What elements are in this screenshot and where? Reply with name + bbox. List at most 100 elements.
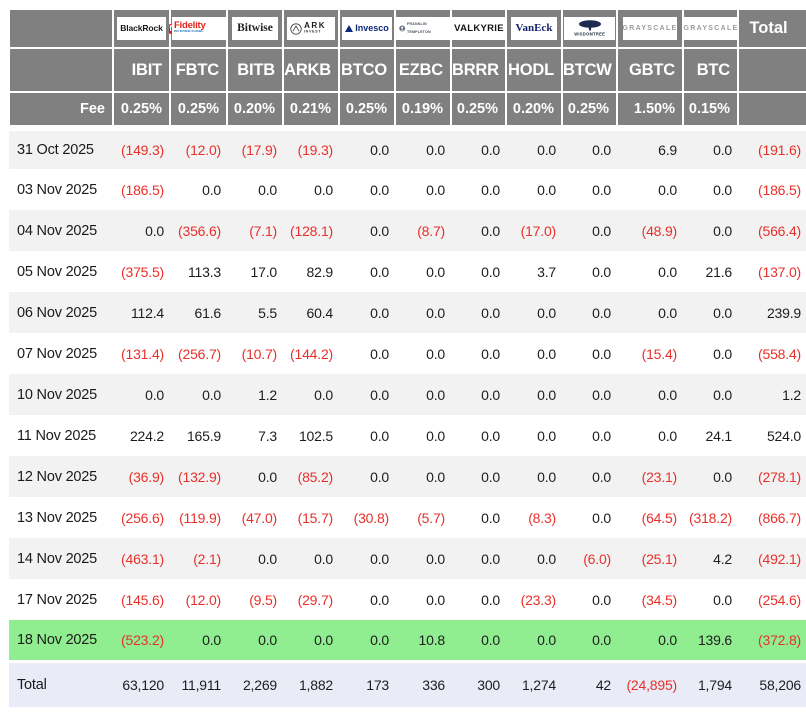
row-label: 11 Nov 2025: [17, 427, 96, 444]
value-cell: 1.2: [258, 386, 277, 403]
value-cell: 4.2: [713, 550, 732, 567]
row-label: 07 Nov 2025: [17, 345, 98, 362]
value-cell: 0.0: [713, 142, 732, 158]
row-total-cell: (372.8): [758, 631, 801, 648]
value-cell: 21.6: [705, 263, 733, 280]
value-cell: 0.0: [537, 142, 556, 158]
value-cell: 165.9: [186, 427, 221, 444]
value-cell: (318.2): [689, 509, 732, 526]
row-total-cell: 58,206: [759, 676, 801, 693]
value-cell: (48.9): [641, 222, 678, 239]
value-cell: 0.0: [658, 631, 677, 648]
value-cell: 0.0: [481, 468, 500, 485]
row-label: 03 Nov 2025: [17, 181, 98, 198]
value-cell: 0.0: [713, 181, 732, 198]
table-row-10-nov-2025: 10 Nov 2025 0.0 0.0 1.2 0.0 0.0 0.0 0.0 0.0 0.0 0.…: [9, 374, 806, 415]
value-cell: 11,911: [181, 676, 221, 693]
row-total-cell: (866.7): [758, 509, 801, 526]
value-cell: 0.0: [592, 468, 611, 485]
value-cell: (10.7): [241, 345, 278, 362]
row-label: 17 Nov 2025: [17, 591, 98, 608]
value-cell: 0.0: [370, 263, 389, 280]
row-total-cell: (492.1): [758, 550, 801, 567]
value-cell: 0.0: [592, 142, 611, 158]
value-cell: 224.2: [129, 427, 164, 444]
row-total-cell: (254.6): [758, 591, 801, 608]
value-cell: 0.0: [370, 468, 389, 485]
value-cell: 0.0: [713, 304, 732, 321]
fee-ibit: 0.25%: [112, 91, 171, 131]
value-cell: 0.0: [481, 345, 500, 362]
value-cell: 0.0: [145, 386, 164, 403]
ark-subtext: INVEST: [304, 29, 322, 34]
fee-arkb: 0.21%: [282, 91, 340, 131]
value-cell: 3.7: [537, 263, 556, 280]
row-total-cell: 524.0: [766, 427, 801, 444]
bitwise-logo: Bitwise: [232, 17, 278, 40]
value-cell: (8.3): [528, 509, 556, 526]
grayscale-logo-btc: GRAYSCALE: [684, 17, 738, 40]
column-header-hodl: HODL: [505, 47, 563, 93]
value-cell: 0.0: [592, 222, 611, 239]
value-cell: (36.9): [128, 468, 165, 485]
row-total-cell: 239.9: [766, 304, 801, 321]
row-label: Total: [17, 676, 47, 693]
value-cell: (5.7): [417, 509, 445, 526]
value-cell: 112.4: [131, 304, 164, 321]
value-cell: 0.0: [658, 386, 677, 403]
value-cell: 0.0: [481, 222, 500, 239]
value-cell: (12.0): [185, 591, 222, 608]
value-cell: 0.0: [481, 304, 500, 321]
value-cell: (17.9): [241, 142, 278, 158]
value-cell: 0.0: [537, 386, 556, 403]
value-cell: 42: [595, 676, 611, 693]
value-cell: 63,120: [122, 676, 164, 693]
value-cell: 0.0: [426, 550, 445, 567]
fidelity-logo: f Fidelity INTERNATIONAL: [169, 17, 226, 40]
value-cell: (23.1): [641, 468, 678, 485]
value-cell: 0.0: [426, 386, 445, 403]
row-label: 06 Nov 2025: [17, 304, 98, 321]
table-row-17-nov-2025: 17 Nov 2025 (145.6) (12.0) (9.5) (29.7) 0.0 0.…: [9, 579, 806, 620]
etf-flow-table: BlackRock f Fidelity INTERNATIONAL Bitwise…: [8, 8, 806, 707]
value-cell: 0.0: [481, 509, 500, 526]
value-cell: 24.1: [705, 427, 733, 444]
value-cell: (23.3): [520, 591, 557, 608]
fee-brrr: 0.25%: [450, 91, 507, 131]
value-cell: (8.7): [417, 222, 445, 239]
wisdomtree-tree-icon: [578, 19, 601, 30]
value-cell: 0.0: [592, 263, 611, 280]
table-row-18-nov-2025: 18 Nov 2025 (523.2) 0.0 0.0 0.0 0.0 10.8 0.0 0.0…: [9, 620, 806, 661]
value-cell: 0.0: [370, 181, 389, 198]
value-cell: 0.0: [258, 631, 277, 648]
value-cell: 1,794: [697, 676, 732, 693]
value-cell: (12.0): [185, 142, 222, 158]
value-cell: 0.0: [592, 591, 611, 608]
value-cell: 0.0: [481, 550, 500, 567]
value-cell: (34.5): [641, 591, 678, 608]
row-label: 05 Nov 2025: [17, 263, 98, 280]
value-cell: 0.0: [426, 181, 445, 198]
value-cell: 0.0: [481, 263, 500, 280]
value-cell: 0.0: [592, 345, 611, 362]
value-cell: 0.0: [713, 345, 732, 362]
value-cell: 0.0: [426, 345, 445, 362]
value-cell: 0.0: [370, 631, 389, 648]
value-cell: (463.1): [121, 550, 164, 567]
table-row-31-oct-2025: 31 Oct 2025 (149.3) (12.0) (17.9) (19.3) 0.0 0…: [9, 128, 806, 169]
value-cell: 0.0: [658, 304, 677, 321]
value-cell: (119.9): [179, 509, 221, 526]
table-row-04-nov-2025: 04 Nov 2025 0.0 (356.6) (7.1) (128.1) 0.0 (8.7…: [9, 210, 806, 251]
value-cell: 0.0: [481, 142, 500, 158]
value-cell: 0.0: [592, 631, 611, 648]
table-row-11-nov-2025: 11 Nov 2025 224.2 165.9 7.3 102.5 0.0 0.0 0.0 0.…: [9, 415, 806, 456]
fee-bitb: 0.20%: [226, 91, 284, 131]
value-cell: 0.0: [713, 386, 732, 403]
value-cell: (186.5): [121, 181, 164, 198]
value-cell: 0.0: [145, 222, 164, 239]
row-label: 10 Nov 2025: [17, 386, 98, 403]
row-label: 04 Nov 2025: [17, 222, 98, 239]
column-header-fbtc: FBTC: [169, 47, 228, 93]
value-cell: 0.0: [713, 222, 732, 239]
value-cell: 0.0: [537, 550, 556, 567]
